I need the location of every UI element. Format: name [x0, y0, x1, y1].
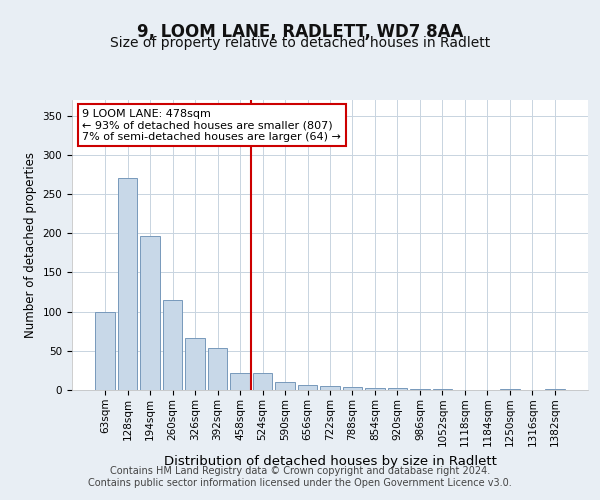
Bar: [433, 389, 452, 390]
Text: 9, LOOM LANE, RADLETT, WD7 8AA: 9, LOOM LANE, RADLETT, WD7 8AA: [137, 22, 463, 40]
Bar: [185, 338, 205, 390]
Text: Contains HM Land Registry data © Crown copyright and database right 2024.
Contai: Contains HM Land Registry data © Crown c…: [88, 466, 512, 487]
Text: Size of property relative to detached houses in Radlett: Size of property relative to detached ho…: [110, 36, 490, 50]
Bar: [388, 388, 407, 390]
Bar: [118, 178, 137, 390]
Bar: [365, 388, 385, 390]
Bar: [140, 236, 160, 390]
Text: 9 LOOM LANE: 478sqm
← 93% of detached houses are smaller (807)
7% of semi-detach: 9 LOOM LANE: 478sqm ← 93% of detached ho…: [82, 108, 341, 142]
Bar: [545, 389, 565, 390]
Bar: [410, 389, 430, 390]
Bar: [208, 348, 227, 390]
Y-axis label: Number of detached properties: Number of detached properties: [24, 152, 37, 338]
Bar: [95, 312, 115, 390]
Bar: [253, 373, 272, 390]
Bar: [500, 389, 520, 390]
Bar: [343, 387, 362, 390]
Bar: [230, 373, 250, 390]
Bar: [298, 384, 317, 390]
X-axis label: Distribution of detached houses by size in Radlett: Distribution of detached houses by size …: [164, 454, 496, 468]
Bar: [275, 382, 295, 390]
Bar: [163, 300, 182, 390]
Bar: [320, 386, 340, 390]
